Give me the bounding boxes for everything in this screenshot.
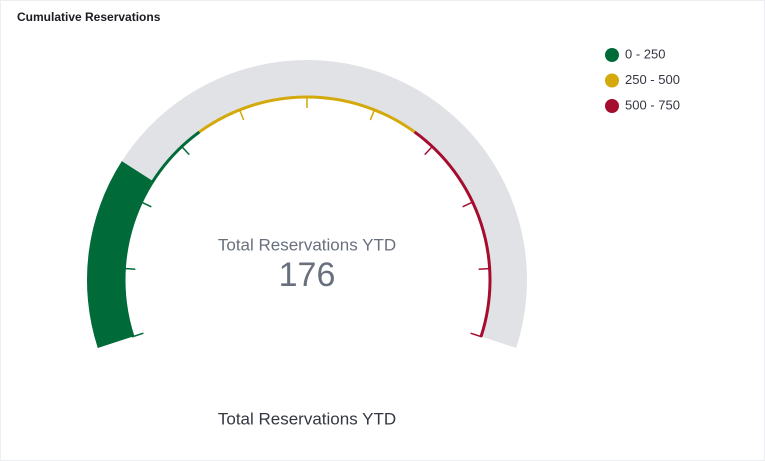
gauge-tick bbox=[180, 145, 190, 156]
gauge-tick bbox=[123, 267, 136, 270]
legend-label: 0 - 250 bbox=[625, 46, 665, 61]
legend-swatch bbox=[605, 99, 619, 113]
legend-label: 250 - 500 bbox=[625, 72, 680, 87]
legend-swatch bbox=[605, 48, 619, 62]
gauge-tick bbox=[462, 200, 474, 208]
gauge-tick bbox=[424, 145, 434, 156]
gauge-band bbox=[413, 130, 492, 338]
legend-label: 500 - 750 bbox=[625, 97, 680, 112]
gauge-tick bbox=[238, 108, 245, 121]
gauge-fill bbox=[87, 161, 153, 348]
chart-title: Cumulative Reservations bbox=[17, 10, 161, 24]
gauge-value: 176 bbox=[279, 256, 336, 294]
gauge-tick bbox=[470, 332, 483, 338]
gauge-tick bbox=[140, 200, 152, 208]
gauge-band bbox=[122, 130, 201, 338]
footer-label: Total Reservations YTD bbox=[218, 409, 396, 428]
gauge-tick bbox=[131, 332, 144, 338]
gauge-label: Total Reservations YTD bbox=[218, 235, 396, 254]
legend-swatch bbox=[605, 73, 619, 88]
gauge-tick bbox=[478, 267, 491, 270]
gauge-tick bbox=[369, 108, 376, 121]
